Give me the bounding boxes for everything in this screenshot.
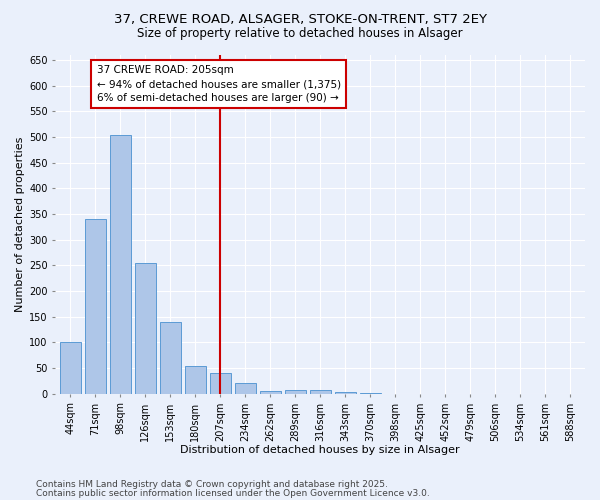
Bar [310, 390, 331, 394]
Bar [160, 322, 181, 394]
Text: 37 CREWE ROAD: 205sqm
← 94% of detached houses are smaller (1,375)
6% of semi-de: 37 CREWE ROAD: 205sqm ← 94% of detached … [97, 66, 341, 104]
Text: 37, CREWE ROAD, ALSAGER, STOKE-ON-TRENT, ST7 2EY: 37, CREWE ROAD, ALSAGER, STOKE-ON-TRENT,… [113, 12, 487, 26]
Bar [85, 220, 106, 394]
Bar [185, 366, 206, 394]
Bar [335, 392, 356, 394]
Y-axis label: Number of detached properties: Number of detached properties [15, 136, 25, 312]
Text: Contains public sector information licensed under the Open Government Licence v3: Contains public sector information licen… [36, 489, 430, 498]
Bar [260, 392, 281, 394]
Bar [60, 342, 81, 394]
X-axis label: Distribution of detached houses by size in Alsager: Distribution of detached houses by size … [181, 445, 460, 455]
Text: Contains HM Land Registry data © Crown copyright and database right 2025.: Contains HM Land Registry data © Crown c… [36, 480, 388, 489]
Text: Size of property relative to detached houses in Alsager: Size of property relative to detached ho… [137, 28, 463, 40]
Bar [235, 382, 256, 394]
Bar [284, 390, 306, 394]
Bar [209, 374, 231, 394]
Bar [110, 134, 131, 394]
Bar [135, 263, 156, 394]
